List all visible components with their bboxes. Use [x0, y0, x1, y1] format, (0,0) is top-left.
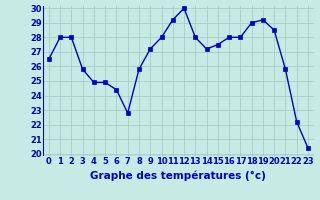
X-axis label: Graphe des températures (°c): Graphe des températures (°c): [91, 171, 266, 181]
